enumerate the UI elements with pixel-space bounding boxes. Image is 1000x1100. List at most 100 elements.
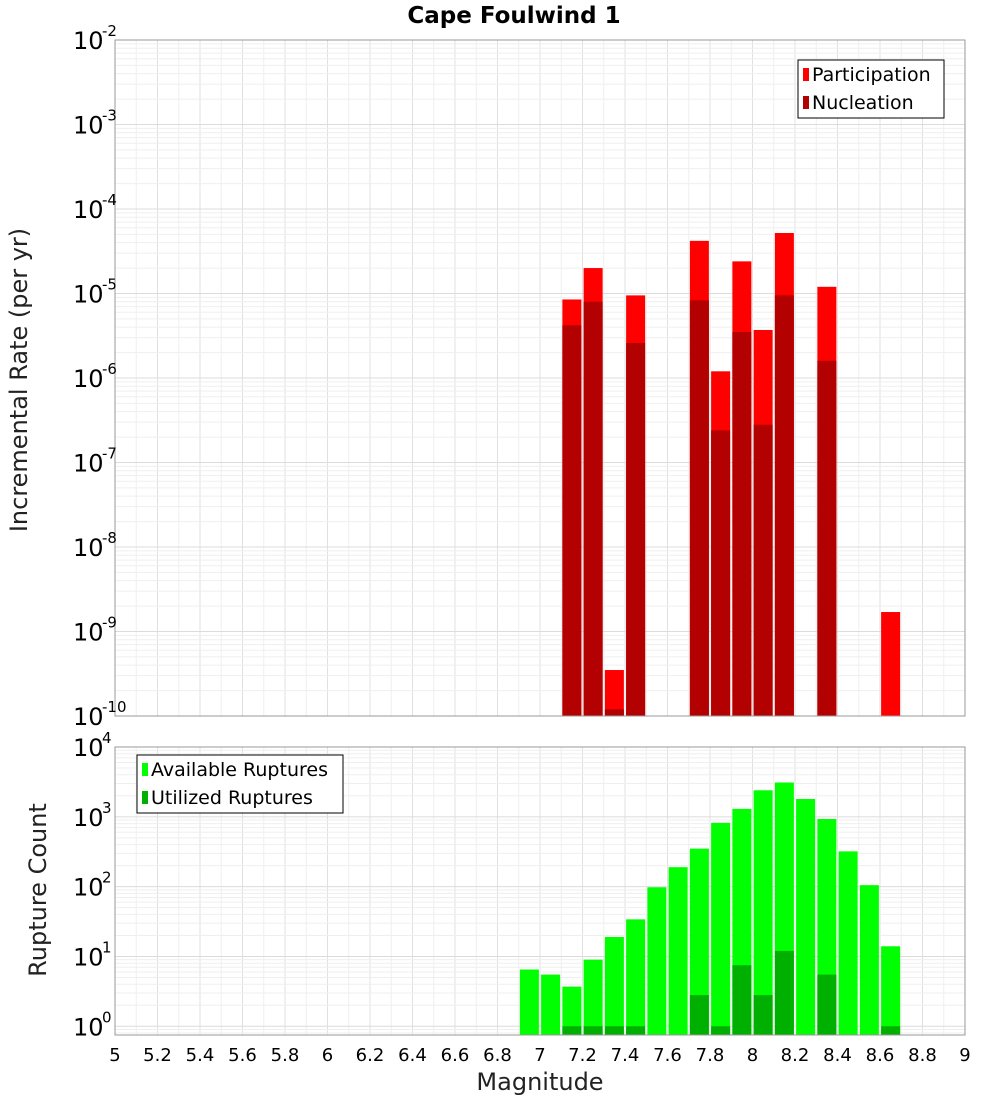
x-tick-label: 7.6 [653,1045,682,1066]
y-tick-exponent: -2 [102,22,117,40]
bottom-bar-available-ruptures [881,946,901,1035]
x-tick-label: 6 [322,1045,333,1066]
legend-label: Nucleation [812,92,914,114]
bottom-bar-utilized-ruptures [689,995,709,1035]
y-tick-exponent: 3 [102,799,112,817]
x-tick-label: 5.6 [228,1045,257,1066]
bottom-bar-utilized-ruptures [881,1026,901,1035]
y-tick-base: 10 [73,365,104,393]
top-series-1 [562,295,837,716]
y-tick-base: 10 [73,112,104,140]
y-tick-exponent: -8 [102,529,117,547]
bottom-bar-available-ruptures [838,851,858,1035]
y-tick-exponent: -7 [102,445,117,463]
y-tick-label: 10-6 [73,360,117,393]
legend-swatch [142,791,148,804]
y-tick-base: 10 [73,703,104,731]
top-bar-nucleation [689,300,709,716]
x-tick-label: 7.8 [696,1045,725,1066]
x-tick-label: 6.8 [483,1045,512,1066]
legend-label: Utilized Ruptures [151,787,313,809]
y-tick-base: 10 [73,619,104,647]
bottom-bar-available-ruptures [583,959,603,1035]
top-grid [114,40,966,717]
bottom-bar-utilized-ruptures [562,1026,582,1035]
bottom-bar-utilized-ruptures [817,974,837,1035]
x-tick-label: 9 [959,1045,970,1066]
y-tick-base: 10 [73,734,104,762]
x-tick-label: 6.6 [441,1045,470,1066]
chart-title: Cape Foulwind 1 [407,3,620,29]
bottom-bar-available-ruptures [753,790,773,1035]
top-bar-participation [604,670,624,716]
y-tick-base: 10 [73,1013,104,1041]
bottom-bar-available-ruptures [562,986,582,1035]
y-tick-label: 10-4 [73,191,117,224]
y-tick-exponent: -5 [102,276,117,294]
bottom-bar-available-ruptures [859,885,879,1035]
top-y-axis-title: Incremental Rate (per yr) [5,228,33,532]
x-tick-label: 8 [747,1045,758,1066]
top-legend: Participation Nucleation [797,59,945,119]
x-tick-label: 5.2 [143,1045,172,1066]
top-bar-nucleation [711,430,731,716]
top-legend-box [797,59,945,119]
y-tick-exponent: -9 [102,614,117,632]
top-bar-nucleation [817,360,837,716]
top-plot-frame [114,39,966,717]
bottom-bar-utilized-ruptures [732,965,752,1035]
bottom-bar-utilized-ruptures [583,1026,603,1035]
top-bar-nucleation [583,301,603,716]
bottom-bar-available-ruptures [796,798,816,1035]
y-tick-base: 10 [73,804,104,832]
y-tick-label: 10-7 [73,445,117,478]
y-tick-label: 101 [73,938,112,971]
bottom-bars [519,782,901,1035]
bottom-series-1 [562,950,901,1035]
y-tick-exponent: 2 [102,869,112,887]
y-tick-exponent: -3 [102,107,117,125]
top-plot: 10-1010-910-810-710-610-510-410-310-2Par… [73,22,966,731]
y-tick-base: 10 [73,281,104,309]
bottom-series-0 [519,782,901,1035]
y-tick-base: 10 [73,874,104,902]
x-tick-label: 5 [109,1045,120,1066]
y-tick-base: 10 [73,450,104,478]
y-tick-label: 10-9 [73,614,117,647]
y-tick-exponent: -4 [102,191,117,209]
legend-label: Available Ruptures [151,759,328,781]
y-tick-base: 10 [73,943,104,971]
bottom-bar-utilized-ruptures [753,995,773,1035]
y-tick-label: 104 [73,729,112,762]
bottom-bar-utilized-ruptures [774,950,794,1035]
y-tick-exponent: -6 [102,360,117,378]
bottom-bar-utilized-ruptures [626,1026,646,1035]
x-axis-title: Magnitude [476,1068,603,1096]
top-bars [562,232,901,716]
bottom-bar-available-ruptures [541,974,561,1035]
y-tick-label: 10-8 [73,529,117,562]
x-tick-label: 7 [534,1045,545,1066]
bottom-bar-available-ruptures [689,848,709,1035]
x-tick-label: 5.8 [271,1045,300,1066]
y-tick-label: 10-3 [73,107,117,140]
top-bar-nucleation [732,332,752,716]
y-tick-base: 10 [73,27,104,55]
top-bar-nucleation [753,424,773,716]
y-tick-exponent: -10 [102,698,127,716]
y-tick-base: 10 [73,534,104,562]
x-tick-label: 8.4 [823,1045,852,1066]
top-bar-nucleation [562,325,582,716]
top-bar-nucleation [604,709,624,716]
y-tick-exponent: 0 [102,1008,112,1026]
y-tick-label: 102 [73,869,112,902]
bottom-plot-frame [114,746,966,1036]
legend-label: Participation [812,64,931,86]
bottom-legend-box [136,754,344,814]
bottom-bar-available-ruptures [668,867,688,1035]
bottom-bar-utilized-ruptures [604,1026,624,1035]
x-tick-label: 5.4 [186,1045,215,1066]
y-tick-label: 103 [73,799,112,832]
